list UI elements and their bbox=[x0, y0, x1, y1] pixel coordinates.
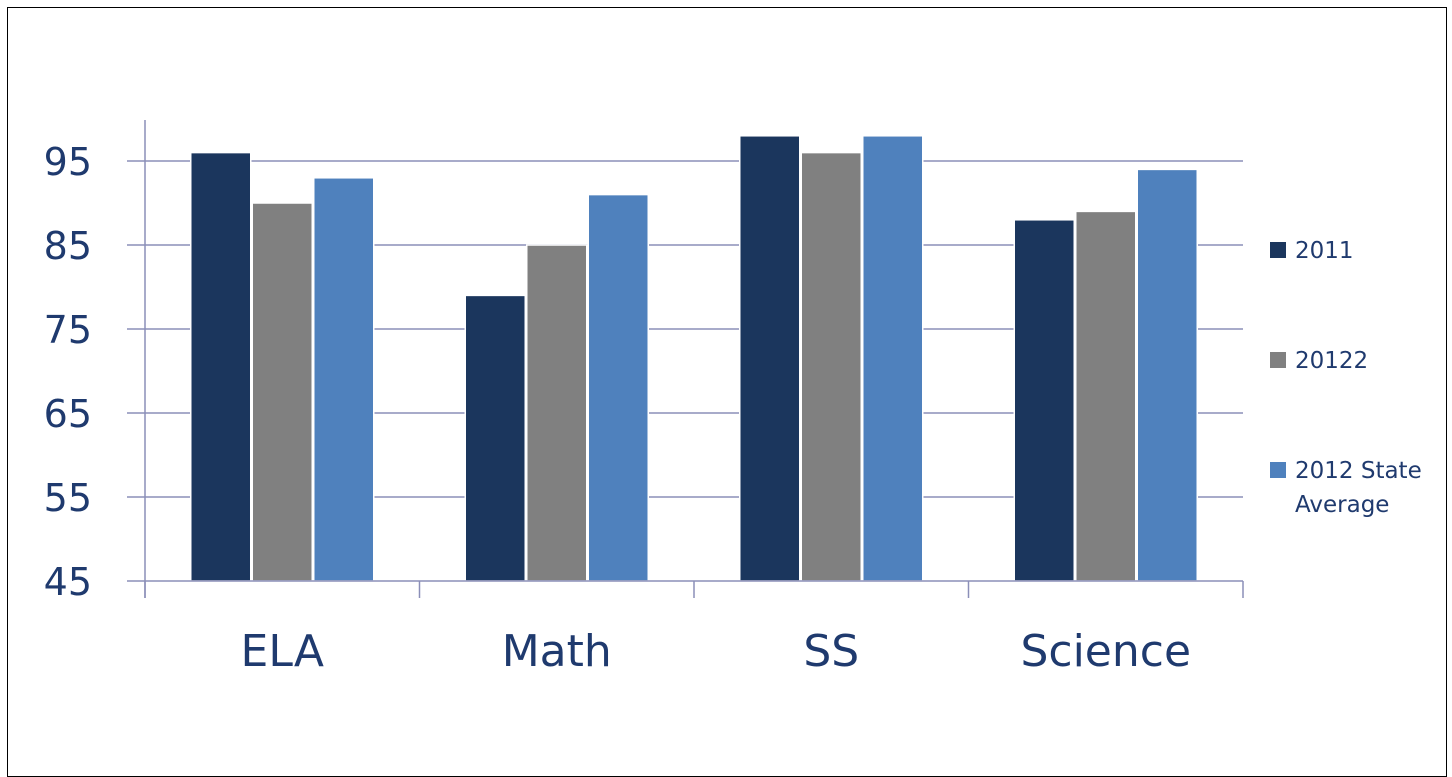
y-tick-label: 95 bbox=[44, 140, 92, 184]
x-tick-label: ELA bbox=[241, 626, 324, 677]
bar bbox=[464, 294, 526, 582]
x-tick-label: Science bbox=[1020, 626, 1191, 677]
x-axis-ticks: ELA Math SS Science bbox=[241, 626, 1192, 677]
axes bbox=[127, 120, 1244, 598]
x-tick-label: SS bbox=[803, 626, 859, 677]
bar bbox=[800, 151, 862, 582]
legend-label-line2: Average bbox=[1295, 492, 1389, 518]
bar bbox=[526, 244, 588, 582]
bar bbox=[1136, 168, 1198, 582]
legend-swatch bbox=[1270, 352, 1286, 368]
bar bbox=[1075, 210, 1137, 582]
bar bbox=[862, 135, 924, 582]
y-tick-label: 75 bbox=[44, 308, 92, 352]
y-axis-ticks: 45 55 65 75 85 95 bbox=[44, 140, 92, 604]
bar bbox=[1013, 219, 1075, 582]
bar bbox=[190, 151, 252, 582]
bars-group bbox=[190, 135, 1198, 582]
y-tick-label: 65 bbox=[44, 392, 92, 436]
y-tick-label: 55 bbox=[44, 476, 92, 520]
legend-label-line1: 2012 State bbox=[1295, 458, 1422, 484]
bar bbox=[739, 135, 801, 582]
bar bbox=[313, 177, 375, 582]
x-tick-label: Math bbox=[502, 626, 612, 677]
bar bbox=[251, 202, 313, 582]
legend-swatch bbox=[1270, 462, 1286, 478]
legend-label: 2011 bbox=[1295, 238, 1354, 264]
legend: 2011 20122 2012 State Average bbox=[1270, 238, 1422, 518]
y-tick-label: 85 bbox=[44, 224, 92, 268]
legend-swatch bbox=[1270, 242, 1286, 258]
bar bbox=[587, 193, 649, 582]
legend-label: 20122 bbox=[1295, 348, 1368, 374]
y-tick-label: 45 bbox=[44, 560, 92, 604]
